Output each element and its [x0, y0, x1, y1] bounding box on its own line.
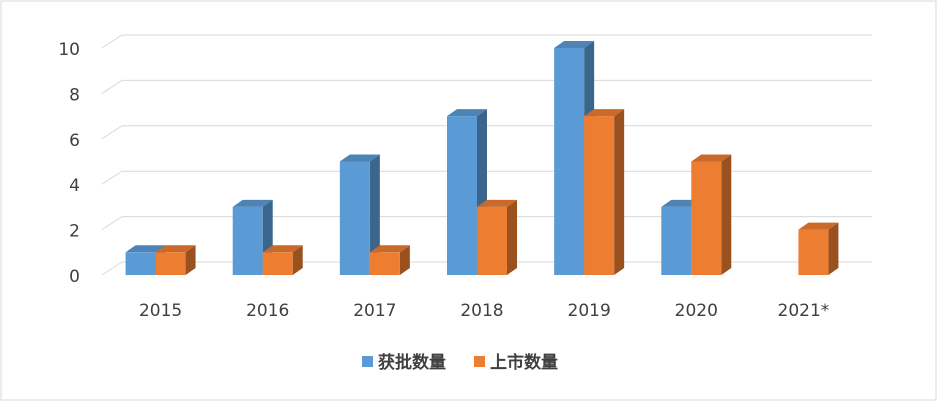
bar-side [185, 245, 196, 275]
x-tick-label: 2020 [675, 301, 718, 321]
bar-front [447, 116, 477, 275]
y-tick-label: 0 [69, 267, 80, 287]
bar-front [369, 252, 400, 275]
bar-side [507, 199, 517, 275]
legend-label: 上市数量 [490, 352, 558, 373]
bar-front [262, 252, 293, 275]
bar-front [125, 252, 156, 275]
x-tick-label: 2017 [353, 301, 396, 321]
y-tick-label: 6 [69, 131, 80, 151]
bar-top [125, 245, 166, 253]
x-tick-label: 2019 [568, 301, 611, 321]
bar-front [691, 161, 722, 275]
bar-top [339, 154, 380, 162]
bar-front [798, 229, 829, 275]
x-tick-label: 2015 [139, 301, 182, 321]
bar-top [477, 199, 517, 207]
x-tick-label: 2021* [778, 301, 830, 321]
grid-line [101, 79, 872, 94]
bar-top [584, 109, 625, 117]
bar-top [155, 245, 196, 253]
bar-side [828, 222, 839, 275]
bar-front [477, 206, 507, 275]
bar-top [691, 154, 732, 162]
bar-top [798, 222, 839, 230]
bar-front [554, 48, 585, 275]
bar-top [369, 245, 410, 253]
bar-front [155, 252, 186, 275]
x-tick-label: 2018 [460, 301, 503, 321]
bar-side [614, 109, 625, 275]
bar [691, 154, 732, 275]
bar [798, 222, 839, 275]
bar-top [447, 109, 487, 117]
legend-label: 获批数量 [378, 352, 446, 373]
grid-line [101, 34, 872, 49]
bar [262, 245, 303, 275]
legend: 获批数量 上市数量 [362, 352, 558, 373]
bar-front [232, 206, 263, 275]
legend-swatch [474, 356, 485, 367]
y-tick-label: 10 [58, 40, 80, 60]
bar-side [399, 245, 410, 275]
bar-side [721, 154, 732, 275]
legend-swatch [362, 356, 373, 367]
bar [369, 245, 410, 275]
bar [339, 154, 380, 275]
bar-side [369, 154, 380, 275]
bar [477, 199, 517, 275]
y-tick-label: 2 [69, 222, 80, 242]
bar-side [292, 245, 303, 275]
bar [155, 245, 196, 275]
bar-front [661, 206, 692, 275]
bar-top [554, 41, 595, 48]
y-tick-label: 8 [69, 85, 80, 105]
bar-front [584, 116, 615, 275]
bar [584, 109, 625, 275]
bar-front [339, 161, 370, 275]
x-tick-label: 2016 [246, 301, 289, 321]
bar-top [262, 245, 303, 253]
y-tick-label: 4 [69, 176, 80, 196]
bar-top [232, 199, 273, 207]
